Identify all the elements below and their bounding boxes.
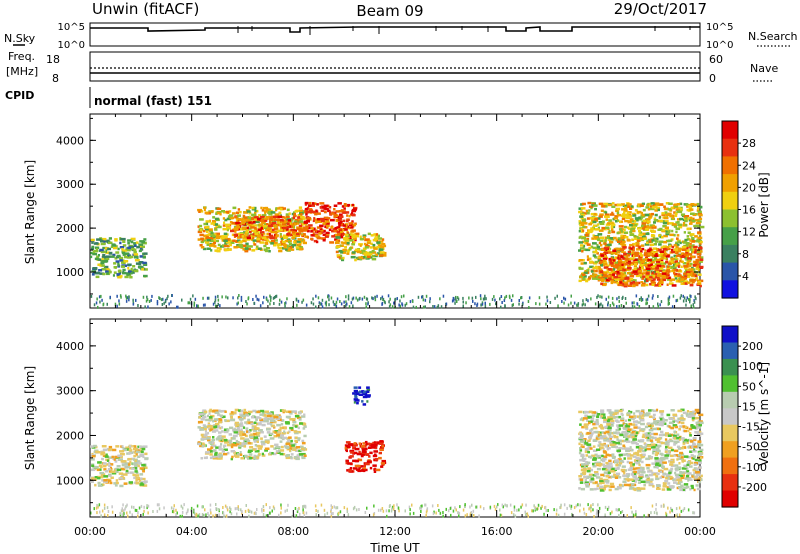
colorbar-segment xyxy=(722,490,738,508)
colorbar-segment xyxy=(722,408,738,426)
colorbar-segment xyxy=(722,474,738,492)
colorbar-segment xyxy=(722,191,738,211)
y-tick-label: 3000 xyxy=(56,178,84,191)
velocity-colorbar: 200 100 50 15 -15 -50 -100 -200 xyxy=(721,325,767,508)
colorbar-tick-label: 12 xyxy=(742,226,756,239)
colorbar-tick-label: 28 xyxy=(742,137,756,150)
y-tick-label: 1000 xyxy=(56,266,84,279)
colorbar-tick-label: -200 xyxy=(742,481,767,494)
x-tick-label: 12:00 xyxy=(379,525,411,538)
data-region xyxy=(344,440,387,473)
noise-tick-right-bottom: 10^0 xyxy=(706,40,733,51)
colorbar-tick-label: 8 xyxy=(742,248,749,261)
data-region xyxy=(229,215,310,240)
colorbar-tick-label: 16 xyxy=(742,204,756,217)
colorbar-segment xyxy=(722,121,738,140)
freq-tick-top: 18 xyxy=(46,53,60,66)
colorbar-tick-label: -50 xyxy=(742,441,760,454)
colorbar-tick-label: 200 xyxy=(742,340,763,353)
colorbar-tick-label: 100 xyxy=(742,360,763,373)
x-tick-label: 08:00 xyxy=(277,525,309,538)
colorbar-frame xyxy=(721,325,739,508)
power-colorbar-label: Power [dB] xyxy=(757,172,771,237)
ground-scatter-band xyxy=(90,294,697,309)
cpid-label: CPID xyxy=(5,89,34,102)
x-axis-label: Time UT xyxy=(369,541,420,554)
y-tick-label: 1000 xyxy=(56,474,84,487)
colorbar-segment xyxy=(722,174,738,193)
colorbar-segment xyxy=(722,391,738,409)
data-region xyxy=(197,408,308,461)
noise-tick-left-top: 10^5 xyxy=(58,22,85,33)
freq-label-2: [MHz] xyxy=(6,65,38,78)
colorbar-tick-label: -15 xyxy=(742,421,760,434)
x-tick-label: 00:00 xyxy=(684,525,716,538)
x-tick-label: 04:00 xyxy=(176,525,208,538)
colorbar-tick-label: 15 xyxy=(742,400,756,413)
velocity-ylabel: Slant Range [km] xyxy=(23,366,37,470)
data-region xyxy=(303,201,358,244)
noise-left-label: N.Sky xyxy=(4,32,36,45)
cpid-value: normal (fast) 151 xyxy=(94,94,212,108)
colorbar-tick-label: -100 xyxy=(742,461,767,474)
noise-right-label: N.Search xyxy=(748,30,798,43)
colorbar-segment xyxy=(722,262,738,281)
colorbar-segment xyxy=(722,156,738,175)
colorbar-segment xyxy=(722,138,738,157)
noise-sky-trace xyxy=(90,26,700,33)
colorbar-segment xyxy=(722,280,738,299)
colorbar-segment xyxy=(722,244,738,264)
frequency-panel: Freq. [MHz] 18 8 60 0 Nave xyxy=(6,50,778,85)
x-tick-label: 20:00 xyxy=(582,525,614,538)
station-title: Unwin (fitACF) xyxy=(92,0,199,18)
colorbar-segment xyxy=(722,375,738,393)
noise-tick-left-bottom: 10^0 xyxy=(58,40,85,51)
velocity-colorbar-label: Velocity [m s^-1] xyxy=(757,362,771,466)
y-tick-label: 4000 xyxy=(56,134,84,147)
colorbar-segment xyxy=(722,227,738,246)
y-tick-label: 4000 xyxy=(56,340,84,353)
freq-label-1: Freq. xyxy=(8,50,35,63)
colorbar-segment xyxy=(722,424,738,442)
data-region xyxy=(598,245,704,288)
x-tick-label: 00:00 xyxy=(74,525,106,538)
colorbar-tick-label: 50 xyxy=(742,380,756,393)
velocity-panel: 1000 2000 3000 4000 00:00 04:00 08:00 12:00 16:0… xyxy=(56,318,716,538)
colorbar-segment xyxy=(722,326,738,344)
power-ylabel: Slant Range [km] xyxy=(23,160,37,264)
power-colorbar: 4 8 12 16 20 24 28 xyxy=(721,120,756,299)
nave-tick-top: 60 xyxy=(709,53,723,66)
y-tick-label: 2000 xyxy=(56,429,84,442)
x-tick-label: 16:00 xyxy=(481,525,513,538)
colorbar-segment xyxy=(722,358,738,376)
colorbar-segment xyxy=(722,342,738,360)
ground-scatter-band xyxy=(90,503,696,518)
date-title: 29/Oct/2017 xyxy=(614,0,707,18)
beam-title: Beam 09 xyxy=(356,2,423,20)
nave-label: Nave xyxy=(750,62,778,75)
noise-tick-right-top: 10^5 xyxy=(706,22,733,33)
colorbar-tick-label: 24 xyxy=(742,159,756,172)
colorbar-segment xyxy=(722,457,738,475)
colorbar-segment xyxy=(722,441,738,459)
colorbar-tick-label: 20 xyxy=(742,181,756,194)
y-tick-label: 3000 xyxy=(56,385,84,398)
data-region xyxy=(352,386,371,406)
data-region xyxy=(335,232,387,262)
power-panel: 1000 2000 3000 4000 xyxy=(56,113,705,309)
data-region xyxy=(90,237,148,279)
data-region xyxy=(90,444,149,488)
colorbar-tick-label: 4 xyxy=(742,270,749,283)
noise-panel: N.Sky 10^5 10^0 10^5 10^0 N.Search xyxy=(4,22,798,51)
data-region xyxy=(578,408,704,492)
colorbar-segment xyxy=(722,209,738,228)
y-tick-label: 2000 xyxy=(56,222,84,235)
nave-tick-bottom: 0 xyxy=(709,72,716,85)
freq-tick-bottom: 8 xyxy=(52,72,59,85)
